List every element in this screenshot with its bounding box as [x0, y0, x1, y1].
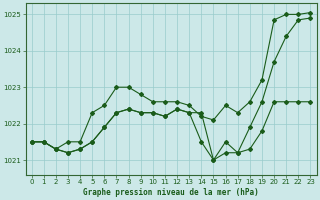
X-axis label: Graphe pression niveau de la mer (hPa): Graphe pression niveau de la mer (hPa)	[83, 188, 259, 197]
